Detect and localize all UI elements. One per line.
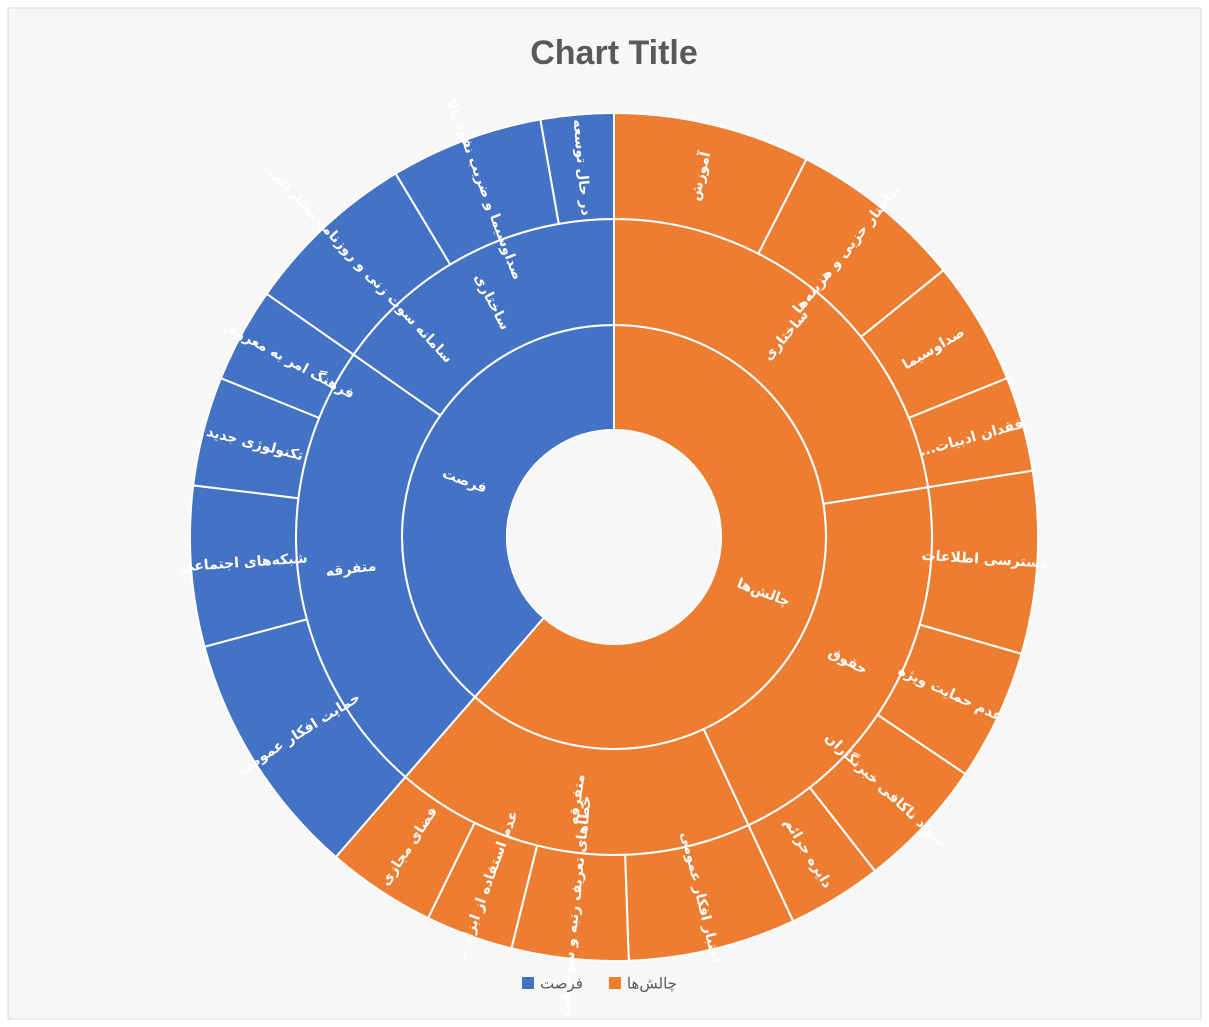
- legend-label: فرصت: [540, 975, 583, 993]
- legend-swatch: [522, 977, 534, 989]
- chart-title: Chart Title: [530, 34, 698, 72]
- legend-swatch: [609, 977, 621, 989]
- chart: Chart Title چالش‌هاساختاریآموزشساختار حز…: [0, 0, 1209, 1027]
- legend-label: چالش‌ها: [627, 975, 677, 993]
